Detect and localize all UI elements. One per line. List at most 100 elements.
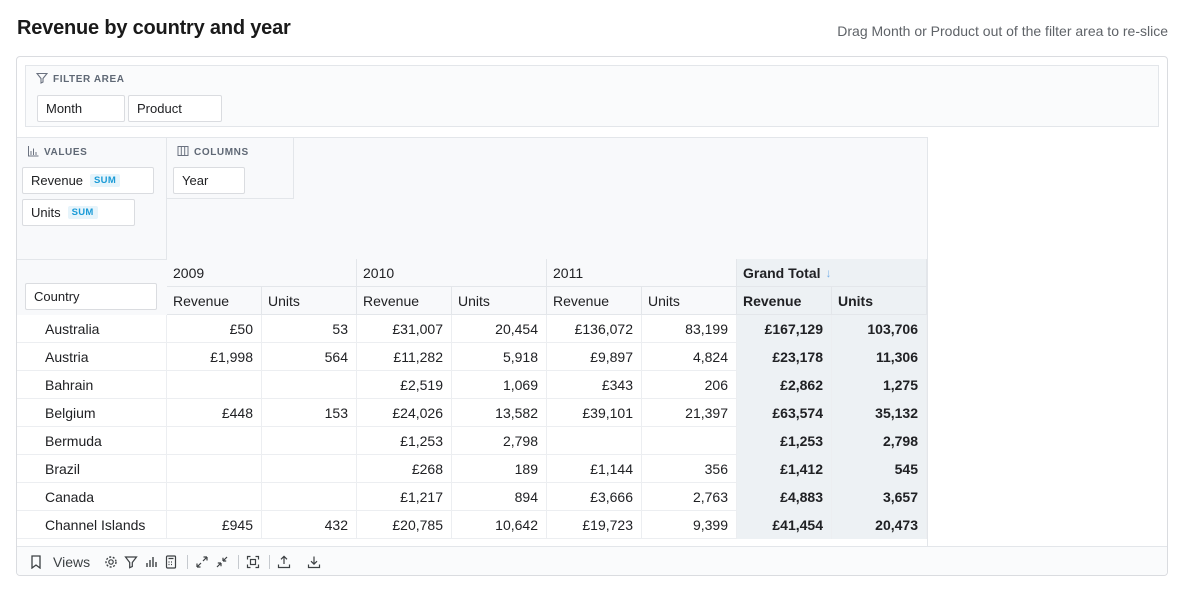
value-cell[interactable]: £1,144 xyxy=(547,455,642,483)
expand-icon[interactable] xyxy=(193,553,211,571)
value-cell[interactable]: 9,399 xyxy=(642,511,737,539)
agg-badge[interactable]: SUM xyxy=(90,174,121,187)
value-cell[interactable] xyxy=(262,427,357,455)
measure-header[interactable]: Units xyxy=(832,287,927,315)
sort-down-icon[interactable]: ↓ xyxy=(825,265,832,280)
value-cell[interactable]: £39,101 xyxy=(547,399,642,427)
value-cell[interactable]: £343 xyxy=(547,371,642,399)
grand-total-cell[interactable]: £1,253 xyxy=(737,427,832,455)
country-cell[interactable]: Bermuda xyxy=(17,427,167,455)
country-cell[interactable]: Channel Islands xyxy=(17,511,167,539)
value-cell[interactable] xyxy=(167,483,262,511)
grand-total-cell[interactable]: 11,306 xyxy=(832,343,927,371)
country-cell[interactable]: Austria xyxy=(17,343,167,371)
column-chip-year[interactable]: Year xyxy=(173,167,245,194)
country-cell[interactable]: Belgium xyxy=(17,399,167,427)
value-cell[interactable]: 153 xyxy=(262,399,357,427)
value-chip-units[interactable]: Units SUM xyxy=(22,199,135,226)
measure-header[interactable]: Units xyxy=(642,287,737,315)
value-cell[interactable] xyxy=(262,483,357,511)
agg-badge[interactable]: SUM xyxy=(67,206,98,219)
year-header[interactable]: 2010 xyxy=(357,259,547,287)
value-cell[interactable]: £24,026 xyxy=(357,399,452,427)
value-cell[interactable]: 564 xyxy=(262,343,357,371)
filter-chip-product[interactable]: Product xyxy=(128,95,222,122)
rows-area[interactable]: Country xyxy=(17,259,167,315)
value-cell[interactable]: £448 xyxy=(167,399,262,427)
year-header[interactable]: 2011 xyxy=(547,259,737,287)
grand-total-cell[interactable]: £1,412 xyxy=(737,455,832,483)
value-cell[interactable]: 356 xyxy=(642,455,737,483)
year-header[interactable]: 2009 xyxy=(167,259,357,287)
table-row[interactable]: Belgium £448 153 £24,026 13,582 £39,101 21,397… xyxy=(17,399,927,427)
grand-total-cell[interactable]: 103,706 xyxy=(832,315,927,343)
value-chip-revenue[interactable]: Revenue SUM xyxy=(22,167,154,194)
table-row[interactable]: Australia £50 53 £31,007 20,454 £136,072 83,19… xyxy=(17,315,927,343)
table-row[interactable]: Brazil £268 189 £1,144 356 £1,412 545 xyxy=(17,455,927,483)
bar-chart-icon[interactable] xyxy=(142,553,160,571)
value-cell[interactable]: 10,642 xyxy=(452,511,547,539)
value-cell[interactable]: 894 xyxy=(452,483,547,511)
fit-screen-icon[interactable] xyxy=(244,553,262,571)
grand-total-cell[interactable]: 35,132 xyxy=(832,399,927,427)
value-cell[interactable] xyxy=(262,455,357,483)
value-cell[interactable]: £1,998 xyxy=(167,343,262,371)
value-cell[interactable]: 2,763 xyxy=(642,483,737,511)
measure-header[interactable]: Revenue xyxy=(357,287,452,315)
grand-total-cell[interactable]: £41,454 xyxy=(737,511,832,539)
country-cell[interactable]: Canada xyxy=(17,483,167,511)
grand-total-cell[interactable]: 545 xyxy=(832,455,927,483)
calculator-icon[interactable] xyxy=(162,553,180,571)
bookmark-icon[interactable] xyxy=(27,553,45,571)
collapse-icon[interactable] xyxy=(213,553,231,571)
country-cell[interactable]: Australia xyxy=(17,315,167,343)
grand-total-cell[interactable]: 1,275 xyxy=(832,371,927,399)
filter-icon[interactable] xyxy=(122,553,140,571)
table-row[interactable]: Canada £1,217 894 £3,666 2,763 £4,883 3,657 xyxy=(17,483,927,511)
filter-chip-month[interactable]: Month xyxy=(37,95,125,122)
measure-header[interactable]: Revenue xyxy=(167,287,262,315)
table-row[interactable]: Channel Islands £945 432 £20,785 10,642 £19,7… xyxy=(17,511,927,539)
value-cell[interactable] xyxy=(167,427,262,455)
value-cell[interactable]: £50 xyxy=(167,315,262,343)
table-row[interactable]: Austria £1,998 564 £11,282 5,918 £9,897 4,824 £… xyxy=(17,343,927,371)
filter-area[interactable]: FILTER AREA Month Product xyxy=(25,65,1159,127)
table-row[interactable]: Bermuda £1,253 2,798 £1,253 2,798 xyxy=(17,427,927,455)
value-cell[interactable]: 83,199 xyxy=(642,315,737,343)
value-cell[interactable]: £20,785 xyxy=(357,511,452,539)
measure-header[interactable]: Units xyxy=(452,287,547,315)
value-cell[interactable] xyxy=(167,455,262,483)
values-area[interactable]: VALUES Revenue SUM Units SUM xyxy=(17,137,167,259)
value-cell[interactable]: 20,454 xyxy=(452,315,547,343)
value-cell[interactable]: 13,582 xyxy=(452,399,547,427)
value-cell[interactable]: £1,217 xyxy=(357,483,452,511)
grand-total-cell[interactable]: £63,574 xyxy=(737,399,832,427)
value-cell[interactable] xyxy=(167,371,262,399)
country-cell[interactable]: Brazil xyxy=(17,455,167,483)
value-cell[interactable] xyxy=(262,371,357,399)
value-cell[interactable]: £136,072 xyxy=(547,315,642,343)
measure-header[interactable]: Revenue xyxy=(737,287,832,315)
value-cell[interactable]: 4,824 xyxy=(642,343,737,371)
value-cell[interactable]: £2,519 xyxy=(357,371,452,399)
columns-area[interactable]: COLUMNS Year xyxy=(167,137,927,259)
value-cell[interactable]: £1,253 xyxy=(357,427,452,455)
value-cell[interactable] xyxy=(642,427,737,455)
grand-total-cell[interactable]: 3,657 xyxy=(832,483,927,511)
grand-total-cell[interactable]: £23,178 xyxy=(737,343,832,371)
country-cell[interactable]: Bahrain xyxy=(17,371,167,399)
grand-total-cell[interactable]: 20,473 xyxy=(832,511,927,539)
value-cell[interactable]: 5,918 xyxy=(452,343,547,371)
value-cell[interactable]: 2,798 xyxy=(452,427,547,455)
measure-header[interactable]: Units xyxy=(262,287,357,315)
grand-total-cell[interactable]: £4,883 xyxy=(737,483,832,511)
value-cell[interactable]: £11,282 xyxy=(357,343,452,371)
value-cell[interactable]: 1,069 xyxy=(452,371,547,399)
measure-header[interactable]: Revenue xyxy=(547,287,642,315)
grand-total-cell[interactable]: 2,798 xyxy=(832,427,927,455)
value-cell[interactable]: £31,007 xyxy=(357,315,452,343)
value-cell[interactable]: £268 xyxy=(357,455,452,483)
columns-drop-zone[interactable] xyxy=(167,138,294,199)
grand-total-header[interactable]: Grand Total ↓ xyxy=(737,259,927,287)
value-cell[interactable]: £945 xyxy=(167,511,262,539)
